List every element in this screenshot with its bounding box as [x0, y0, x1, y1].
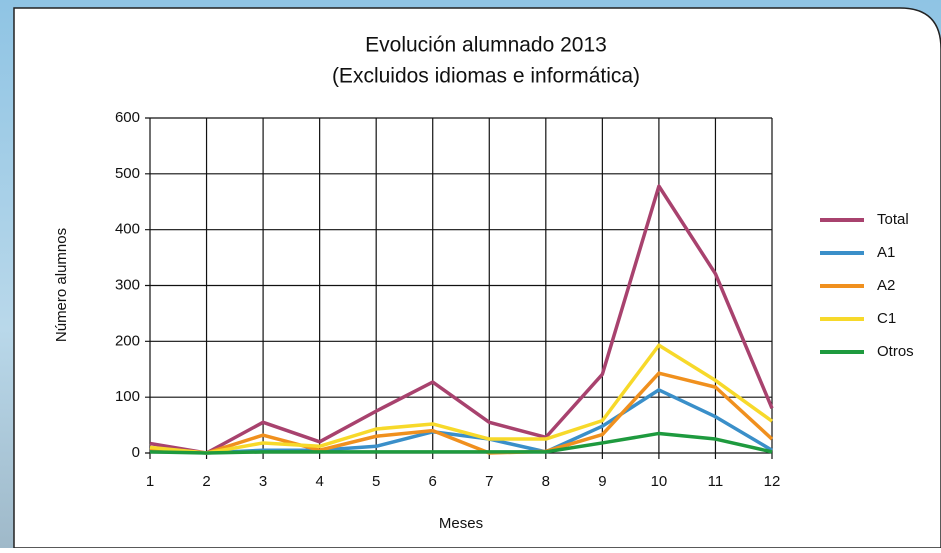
y-tick-label: 500	[115, 165, 140, 182]
x-tick-label: 1	[146, 473, 154, 490]
legend-label: Total	[877, 211, 909, 228]
x-tick-label: 7	[485, 473, 493, 490]
y-tick-label: 400	[115, 221, 140, 238]
chart-subtitle: (Excluidos idiomas e informática)	[332, 65, 640, 88]
y-tick-label: 100	[115, 388, 140, 405]
series-line	[149, 371, 774, 455]
legend-label: Otros	[877, 343, 914, 360]
y-tick-label: 600	[115, 109, 140, 126]
series-line	[149, 184, 774, 455]
legend-label: A1	[877, 244, 895, 261]
legend-label: A2	[877, 277, 895, 294]
x-tick-label: 6	[429, 473, 437, 490]
legend-label: C1	[877, 310, 896, 327]
panel	[13, 7, 941, 549]
x-tick-label: 11	[708, 473, 724, 490]
x-tick-label: 2	[202, 473, 210, 490]
x-tick-label: 8	[542, 473, 550, 490]
y-tick-label: 0	[132, 444, 140, 461]
x-tick-label: 3	[259, 473, 267, 490]
x-tick-label: 12	[764, 473, 781, 490]
series-line	[149, 343, 774, 455]
y-tick-label: 300	[115, 276, 140, 293]
y-tick-label: 200	[115, 332, 140, 349]
x-axis-label: Meses	[439, 515, 483, 532]
chart-title: Evolución alumnado 2013	[365, 34, 607, 57]
x-tick-label: 9	[598, 473, 606, 490]
x-tick-label: 5	[372, 473, 380, 490]
x-tick-label: 10	[651, 473, 668, 490]
x-tick-label: 4	[315, 473, 323, 490]
series-line	[149, 431, 773, 455]
y-axis-label: Número alumnos	[53, 228, 70, 342]
